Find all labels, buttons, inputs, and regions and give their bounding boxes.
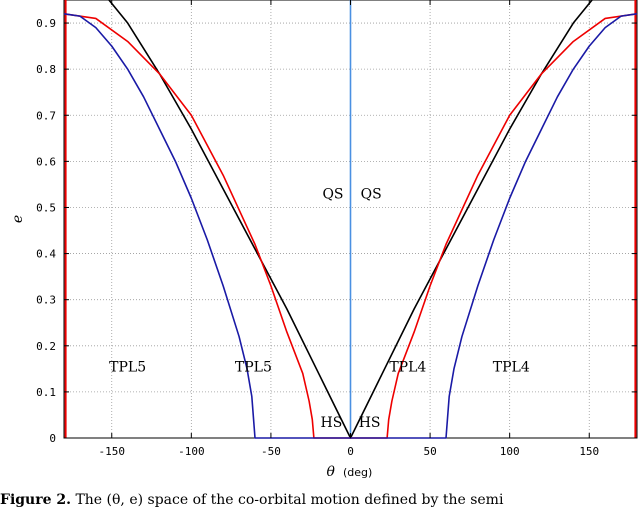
region-label: QS xyxy=(322,187,343,203)
y-tick-label: 0.3 xyxy=(36,294,56,307)
region-label: TPL5 xyxy=(109,360,146,376)
caption-label: Figure 2. xyxy=(0,492,71,508)
x-axis-label-symbol: θ xyxy=(327,464,336,480)
x-tick-label: 150 xyxy=(579,445,599,458)
region-annotations: QS QS TPL5 TPL5 TPL4 TPL4 HS HS xyxy=(109,187,530,431)
x-axis-label-unit: (deg) xyxy=(343,466,372,479)
x-tick-label: 0 xyxy=(347,445,354,458)
x-tick-label: -100 xyxy=(178,445,205,458)
x-axis-label: θ (deg) xyxy=(327,463,373,480)
y-tick-label: 0.2 xyxy=(36,340,56,353)
y-tick-label: 0.1 xyxy=(36,386,56,399)
region-label: HS xyxy=(359,415,381,431)
x-axis-ticks: -150 -100 -50 0 50 100 150 xyxy=(99,0,599,458)
y-tick-label: 0.9 xyxy=(36,17,56,30)
chart-figure: -150 -100 -50 0 50 100 150 0 0.1 0.2 0.3 0.4 0.5 0.6… xyxy=(10,0,638,480)
y-tick-label: 0.5 xyxy=(36,201,56,214)
x-tick-label: 50 xyxy=(423,445,436,458)
y-tick-label: 0.6 xyxy=(36,155,56,168)
y-axis-label: e xyxy=(10,215,26,223)
region-label: TPL4 xyxy=(493,360,530,376)
y-tick-label: 0.7 xyxy=(36,109,56,122)
figure-caption: Figure 2. The (θ, e) space of the co-orb… xyxy=(0,486,640,514)
y-tick-label: 0.8 xyxy=(36,63,56,76)
x-tick-label: 100 xyxy=(500,445,520,458)
region-label: HS xyxy=(320,415,342,431)
vertical-lines xyxy=(64,0,637,438)
region-label: QS xyxy=(361,187,382,203)
region-label: TPL4 xyxy=(389,360,426,376)
y-tick-label: 0 xyxy=(49,432,56,445)
x-tick-label: -50 xyxy=(261,445,281,458)
y-tick-label: 0.4 xyxy=(36,248,56,261)
caption-text: The (θ, e) space of the co-orbital motio… xyxy=(71,492,504,508)
y-axis-ticks: 0 0.1 0.2 0.3 0.4 0.5 0.6 0.7 0.8 0.9 xyxy=(36,17,637,445)
x-tick-label: -150 xyxy=(99,445,126,458)
region-label: TPL5 xyxy=(235,360,272,376)
